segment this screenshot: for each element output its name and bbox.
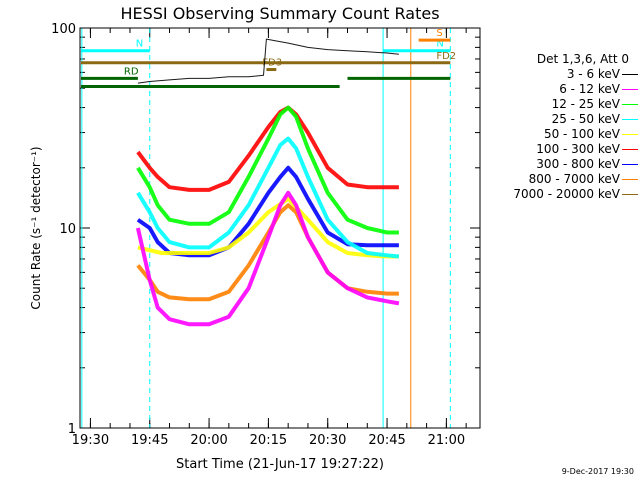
x-tick-label: 20:15	[250, 433, 287, 448]
plot-frame	[79, 27, 481, 429]
legend-label: 7000 - 20000 keV	[513, 187, 620, 201]
x-tick-label: 20:45	[368, 433, 405, 448]
legend-swatch	[622, 134, 638, 135]
legend-entry: 25 - 50 keV	[502, 112, 638, 127]
legend-label: 25 - 50 keV	[551, 112, 620, 126]
y-tick-label: 1	[68, 422, 76, 437]
flag-label: S	[436, 28, 442, 39]
legend-label: 6 - 12 keV	[559, 82, 620, 96]
x-tick-label: 20:30	[309, 433, 346, 448]
y-tick-label: 100	[51, 22, 76, 37]
legend-label: 800 - 7000 keV	[528, 172, 620, 186]
legend-swatch	[622, 104, 638, 105]
legend-swatch	[622, 74, 638, 75]
legend-entry: 7000 - 20000 keV	[502, 187, 638, 202]
legend-swatch	[622, 119, 638, 120]
legend-swatch	[622, 89, 638, 90]
legend-label: 300 - 800 keV	[536, 157, 620, 171]
series-line	[136, 105, 399, 235]
x-tick-label: 20:00	[190, 433, 227, 448]
legend-swatch	[622, 179, 638, 180]
legend-entry: 6 - 12 keV	[502, 82, 638, 97]
x-tick-label: 19:45	[131, 433, 168, 448]
legend-entry: 300 - 800 keV	[502, 157, 638, 172]
legend-entry: 12 - 25 keV	[502, 97, 638, 112]
legend-header: Det 1,3,6, Att 0	[536, 52, 629, 66]
footer-date: 9-Dec-2017 19:30	[561, 467, 634, 476]
legend-label: 100 - 300 keV	[536, 142, 620, 156]
legend-label: 12 - 25 keV	[551, 97, 620, 111]
series-line	[137, 38, 399, 84]
flag-label: N	[136, 39, 143, 50]
x-axis-label: Start Time (21-Jun-17 19:27:22)	[176, 457, 384, 472]
legend-label: 50 - 100 keV	[543, 127, 620, 141]
chart-title: HESSI Observing Summary Count Rates	[120, 4, 439, 23]
plot-area: 1 10 100 19:30 19:45 20:00 20:15 20:30 20:45 21:0…	[51, 22, 480, 448]
legend-swatch	[622, 194, 638, 195]
legend-swatch	[622, 164, 638, 165]
legend: Det 1,3,6, Att 0 3 - 6 keV 6 - 12 keV 12 -…	[502, 52, 638, 202]
flag-label: FD3	[262, 58, 282, 69]
x-tick-label: 21:00	[428, 433, 465, 448]
legend-entry: 50 - 100 keV	[502, 127, 638, 142]
legend-entry: 800 - 7000 keV	[502, 172, 638, 187]
flag-label: RD	[124, 66, 139, 77]
x-tick-label: 19:30	[72, 433, 109, 448]
y-axis-label: Count Rate (s⁻¹ detector⁻¹)	[29, 146, 43, 309]
legend-entry: 100 - 300 keV	[502, 142, 638, 157]
series-line	[136, 136, 400, 259]
legend-label: 3 - 6 keV	[566, 67, 620, 81]
legend-swatch	[622, 149, 638, 150]
flag-label: N	[436, 39, 443, 50]
legend-entry: 3 - 6 keV	[502, 67, 638, 82]
flag-label: FD2	[436, 51, 456, 62]
y-tick-label: 10	[59, 222, 76, 237]
series-line	[136, 105, 399, 192]
series-line	[135, 190, 400, 327]
